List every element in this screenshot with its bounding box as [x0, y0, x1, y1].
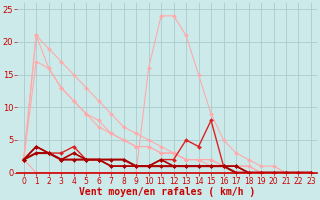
- X-axis label: Vent moyen/en rafales ( km/h ): Vent moyen/en rafales ( km/h ): [79, 187, 255, 197]
